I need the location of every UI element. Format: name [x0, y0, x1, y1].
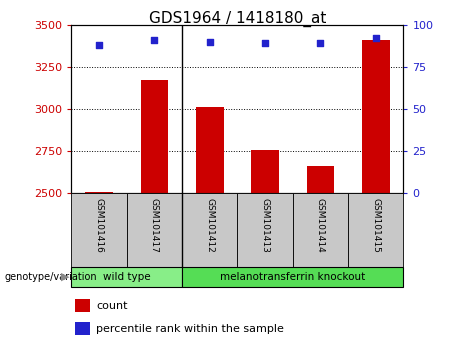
Text: GSM101414: GSM101414	[316, 198, 325, 253]
Text: GSM101412: GSM101412	[205, 198, 214, 253]
Bar	[182, 193, 237, 267]
Point	[317, 40, 324, 46]
Bar	[71, 267, 182, 287]
Bar	[182, 267, 403, 287]
Bar	[75, 322, 90, 335]
Text: percentile rank within the sample: percentile rank within the sample	[96, 324, 284, 334]
Bar	[127, 193, 182, 267]
Bar	[85, 192, 113, 193]
Text: GSM101413: GSM101413	[260, 198, 270, 253]
Text: GSM101416: GSM101416	[95, 198, 104, 253]
Point	[95, 42, 103, 48]
Bar	[348, 193, 403, 267]
Text: GSM101415: GSM101415	[371, 198, 380, 253]
Bar	[251, 150, 279, 193]
Point	[261, 40, 269, 46]
Point	[372, 35, 379, 41]
Bar	[307, 166, 334, 193]
Text: GDS1964 / 1418180_at: GDS1964 / 1418180_at	[149, 11, 326, 27]
Point	[151, 37, 158, 43]
Bar	[293, 193, 348, 267]
Text: melanotransferrin knockout: melanotransferrin knockout	[220, 272, 366, 282]
Bar	[362, 40, 390, 193]
Text: wild type: wild type	[103, 272, 151, 282]
Text: count: count	[96, 301, 128, 311]
Text: genotype/variation: genotype/variation	[5, 272, 97, 282]
Bar	[141, 80, 168, 193]
Bar	[196, 107, 224, 193]
Text: GSM101417: GSM101417	[150, 198, 159, 253]
Bar	[237, 193, 293, 267]
Point	[206, 39, 213, 45]
Bar	[71, 193, 127, 267]
Bar	[75, 299, 90, 312]
Text: ▶: ▶	[61, 272, 69, 282]
